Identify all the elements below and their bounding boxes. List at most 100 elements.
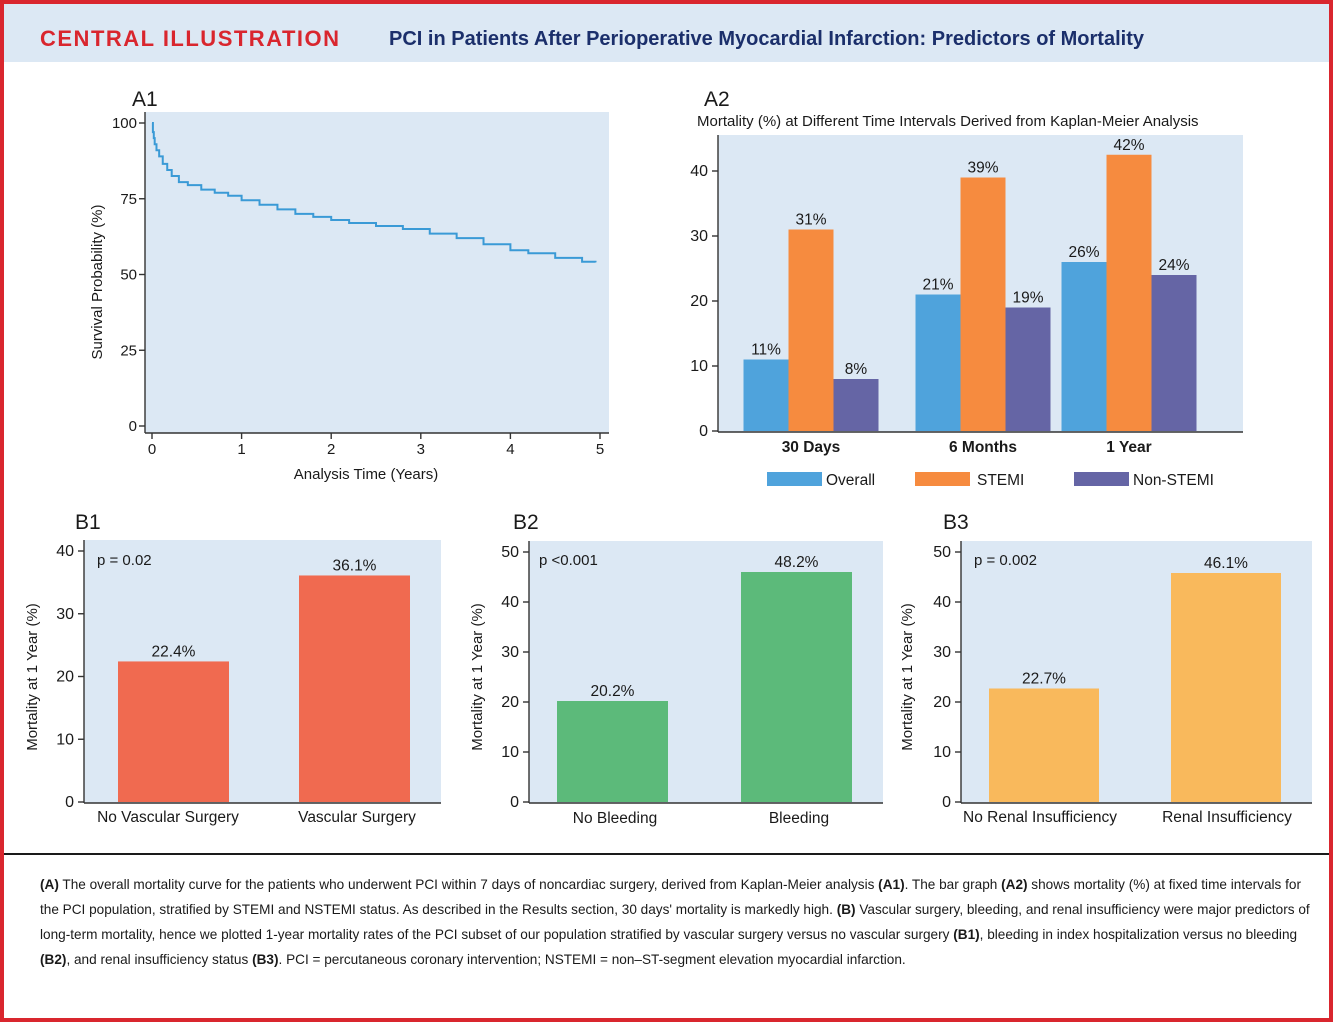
b3-y-tick-label: 30 [933, 644, 951, 661]
b2-panel-label: B2 [513, 511, 539, 534]
b2-category-label: No Bleeding [573, 810, 657, 827]
a1-x-tick-label: 5 [596, 441, 604, 458]
a1-survival-curve [151, 122, 597, 263]
a2-panel-label: A2 [704, 88, 730, 111]
a1-panel-label: A1 [132, 88, 158, 111]
figure-caption: (A) The overall mortality curve for the … [40, 872, 1310, 972]
caption-tag-b3: (B3) [252, 952, 279, 967]
b2-bar-value-label: 20.2% [591, 683, 635, 700]
b2-bar [741, 572, 852, 802]
caption-text: , and renal insufficiency status [66, 952, 253, 967]
a1-y-tick-label: 75 [120, 191, 137, 208]
a2-legend-label: Overall [826, 472, 875, 489]
b1-p-value: p = 0.02 [97, 552, 152, 569]
b1-bar-value-label: 36.1% [333, 557, 377, 574]
b3-category-label: Renal Insufficiency [1162, 809, 1292, 826]
a2-bar [1106, 154, 1152, 431]
a2-category-label: 6 Months [949, 439, 1017, 456]
a2-bar-value-label: 39% [967, 160, 998, 177]
a2-legend-label: STEMI [977, 472, 1024, 489]
a1-x-tick-label: 1 [237, 441, 245, 458]
b2-y-tick-label: 40 [501, 594, 519, 611]
caption-tag-a: (A) [40, 877, 59, 892]
figure-header: CENTRAL ILLUSTRATION PCI in Patients Aft… [4, 4, 1329, 62]
central-illustration-label: CENTRAL ILLUSTRATION [40, 26, 341, 51]
a2-bar-value-label: 8% [845, 361, 868, 378]
a1-x-tick-label: 4 [506, 441, 514, 458]
b2-y-tick-label: 10 [501, 744, 519, 761]
a1-x-tick-label: 3 [417, 441, 425, 458]
a2-bar-value-label: 21% [922, 277, 953, 294]
b1-y-tick-label: 40 [56, 543, 74, 560]
a2-category-label: 1 Year [1106, 439, 1151, 456]
b1-bar [118, 661, 229, 802]
b3-bar-value-label: 22.7% [1022, 671, 1066, 688]
a1-x-tick-label: 2 [327, 441, 335, 458]
a2-y-tick-label: 0 [699, 423, 708, 440]
a2-bar [743, 359, 789, 431]
b3-p-value: p = 0.002 [974, 552, 1037, 569]
a2-legend-swatch [915, 472, 970, 486]
b2-y-tick-label: 30 [501, 644, 519, 661]
b3-bar [989, 688, 1099, 802]
b1-panel-label: B1 [75, 511, 101, 534]
a2-y-tick-label: 10 [690, 358, 708, 375]
a1-plot-area [145, 112, 609, 433]
caption-tag-b1: (B1) [953, 927, 980, 942]
b1-category-label: Vascular Surgery [298, 809, 416, 826]
a2-bar [833, 379, 879, 431]
b1-category-label: No Vascular Surgery [97, 809, 239, 826]
b3-y-tick-label: 50 [933, 544, 951, 561]
b2-bar-value-label: 48.2% [775, 554, 819, 571]
b3-bar [1171, 573, 1281, 802]
top-rule [0, 0, 1333, 4]
a2-bar-value-label: 26% [1068, 244, 1099, 261]
b2-y-tick-label: 0 [510, 794, 519, 811]
a1-y-tick-label: 100 [112, 115, 137, 132]
b1-y-tick-label: 30 [56, 606, 74, 623]
a1-y-axis-label: Survival Probability (%) [89, 204, 106, 359]
b2-category-label: Bleeding [769, 810, 829, 827]
b1-y-tick-label: 20 [56, 669, 74, 686]
a2-legend-label: Non-STEMI [1133, 472, 1214, 489]
b2-p-value: p <0.001 [539, 552, 598, 569]
a2-bar [788, 229, 834, 431]
b3-y-tick-label: 0 [942, 794, 951, 811]
b2-bar [557, 701, 668, 802]
b3-y-tick-label: 10 [933, 744, 951, 761]
caption-text: shows mortality (%) at fixed time interv… [40, 877, 1301, 917]
b3-y-axis-label: Mortality at 1 Year (%) [899, 603, 916, 751]
b1-bar-value-label: 22.4% [152, 643, 196, 660]
b2-y-tick-label: 20 [501, 694, 519, 711]
caption-divider [4, 853, 1329, 855]
a2-legend-swatch [1074, 472, 1129, 486]
a2-legend-swatch [767, 472, 822, 486]
a2-bar-value-label: 24% [1158, 257, 1189, 274]
b1-y-tick-label: 0 [65, 794, 74, 811]
a1-y-tick-label: 25 [120, 342, 137, 359]
b3-y-tick-label: 20 [933, 694, 951, 711]
figure-title: PCI in Patients After Perioperative Myoc… [389, 28, 1144, 50]
a1-y-tick-label: 50 [120, 267, 137, 284]
caption-tag-a1: (A1) [878, 877, 905, 892]
a2-chart-title: Mortality (%) at Different Time Interval… [697, 113, 1199, 130]
b3-panel-label: B3 [943, 511, 969, 534]
a2-y-tick-label: 40 [690, 163, 708, 180]
a2-bar-value-label: 42% [1113, 137, 1144, 154]
caption-text: Vascular surgery, bleeding, and renal in… [40, 902, 1310, 942]
b2-y-axis-label: Mortality at 1 Year (%) [469, 603, 486, 751]
b3-y-tick-label: 40 [933, 594, 951, 611]
caption-text: The overall mortality curve for the pati… [58, 877, 879, 892]
a2-bar [960, 177, 1006, 431]
a2-bar-value-label: 11% [751, 342, 781, 359]
a2-y-tick-label: 20 [690, 293, 708, 310]
b3-category-label: No Renal Insufficiency [963, 809, 1117, 826]
a2-bar [1005, 307, 1051, 431]
caption-text: . The bar graph [904, 877, 1002, 892]
caption-tag-b2: (B2) [40, 952, 67, 967]
a2-bar [1151, 275, 1197, 431]
b2-y-tick-label: 50 [501, 544, 519, 561]
b3-bar-value-label: 46.1% [1204, 555, 1248, 572]
b1-y-tick-label: 10 [56, 731, 74, 748]
